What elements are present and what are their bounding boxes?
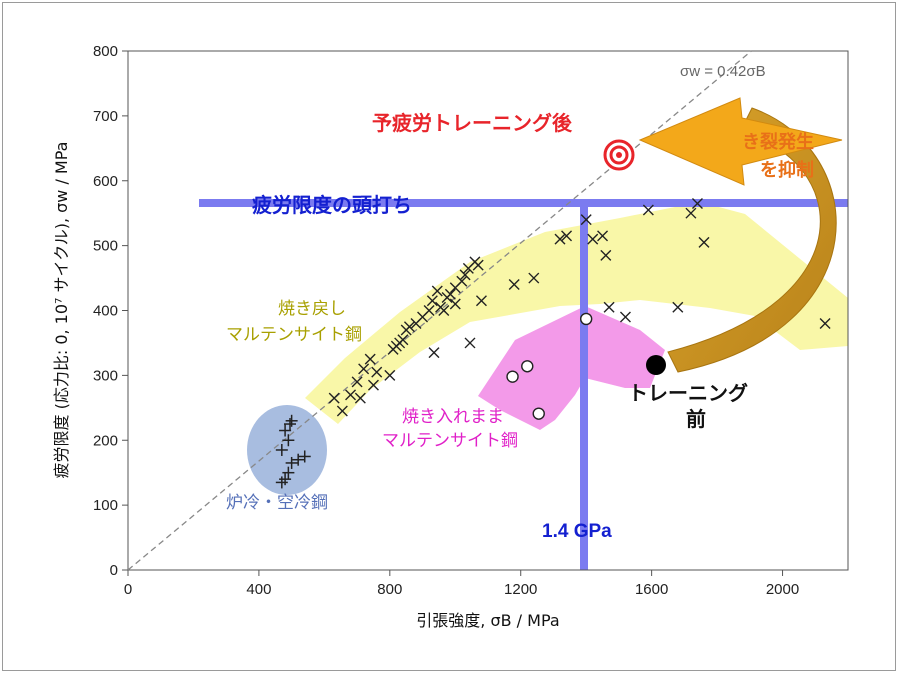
- point-tempered-martensite: [438, 305, 450, 316]
- point-tempered-martensite: [685, 207, 697, 219]
- point-tempered-martensite: [459, 269, 471, 281]
- before-training-marker: [646, 355, 666, 375]
- orange-arrowhead: [638, 97, 843, 186]
- point-tempered-martensite: [819, 317, 831, 329]
- before-training-label-line1: トレーニング: [628, 381, 748, 405]
- point-as-quenched-martensite: [532, 407, 545, 420]
- crack-label-line2: を抑制: [760, 160, 814, 181]
- y-tick-label: 0: [110, 562, 118, 579]
- point-cooled-steel: [298, 450, 311, 463]
- point-tempered-martensite: [428, 347, 440, 359]
- x-tick-label: 800: [377, 581, 402, 598]
- tempered-label-line2: マルテンサイト鋼: [226, 325, 362, 345]
- point-cooled-steel: [282, 434, 295, 447]
- y-tick-label: 400: [93, 303, 118, 320]
- point-tempered-martensite: [444, 288, 456, 300]
- fatigue-plateau-line: [199, 199, 848, 207]
- point-cooled-steel: [279, 473, 292, 486]
- point-tempered-martensite: [554, 233, 566, 245]
- point-tempered-martensite: [426, 295, 438, 307]
- y-tick-label: 700: [93, 108, 118, 125]
- point-tempered-martensite: [587, 233, 599, 245]
- gpa-line: [580, 207, 588, 570]
- after-training-label: 予疲労トレーニング後: [372, 111, 573, 135]
- point-tempered-martensite: [508, 279, 520, 291]
- point-tempered-martensite: [600, 249, 612, 261]
- crack-label-line1: き裂発生: [742, 131, 814, 153]
- point-tempered-martensite: [403, 321, 415, 333]
- point-cooled-steel: [284, 418, 296, 431]
- data-points: [275, 197, 831, 489]
- x-tick-label: 1600: [635, 581, 668, 598]
- point-as-quenched-martensite: [579, 312, 593, 326]
- point-tempered-martensite: [642, 204, 654, 216]
- y-tick-label: 800: [93, 43, 118, 60]
- point-tempered-martensite: [384, 369, 396, 381]
- point-tempered-martensite: [475, 295, 487, 307]
- point-tempered-martensite: [423, 305, 435, 316]
- point-tempered-martensite: [672, 301, 684, 313]
- point-tempered-martensite: [345, 389, 357, 401]
- reference-line-label: σw = 0.42σB: [680, 63, 766, 80]
- point-tempered-martensite: [328, 392, 340, 404]
- x-tick-label: 400: [246, 581, 271, 598]
- point-tempered-martensite: [364, 353, 376, 365]
- before-training-label-line2: 前: [686, 407, 706, 431]
- cooled-label: 炉冷・空冷鋼: [226, 493, 328, 513]
- quenched-label-line1: 焼き入れまま: [402, 407, 504, 427]
- point-tempered-martensite: [354, 392, 366, 404]
- point-tempered-martensite: [449, 298, 461, 310]
- point-cooled-steel: [285, 414, 298, 427]
- point-tempered-martensite: [561, 230, 573, 242]
- x-axis-label: 引張強度, σB / MPa: [416, 611, 559, 630]
- y-tick-label: 200: [93, 432, 118, 449]
- point-tempered-martensite: [472, 259, 484, 271]
- x-axis: 0 400 800 1200 1600 2000: [124, 570, 799, 598]
- x-tick-label: 2000: [766, 581, 799, 598]
- point-tempered-martensite: [698, 236, 710, 248]
- y-tick-label: 100: [93, 497, 118, 514]
- point-cooled-steel: [292, 453, 305, 466]
- point-cooled-steel: [279, 424, 292, 437]
- point-tempered-martensite: [336, 405, 348, 417]
- point-tempered-martensite: [358, 363, 370, 375]
- point-tempered-martensite: [580, 214, 592, 226]
- curved-arrow-body: [667, 107, 837, 373]
- fatigue-plateau-label: 疲労限度の頭打ち: [252, 193, 412, 217]
- y-tick-label: 500: [93, 238, 118, 255]
- y-axis-label: 疲労限度 (応力比: 0, 10⁷ サイクル), σw / MPa: [52, 142, 71, 479]
- point-tempered-martensite: [371, 366, 383, 378]
- point-tempered-martensite: [619, 311, 631, 323]
- quenched-label-line2: マルテンサイト鋼: [382, 431, 518, 451]
- tempered-label-line1: 焼き戻し: [278, 299, 346, 319]
- y-tick-label: 300: [93, 367, 118, 384]
- point-tempered-martensite: [456, 275, 468, 287]
- point-as-quenched-martensite: [506, 370, 519, 383]
- as-quenched-martensite-region: [478, 306, 665, 430]
- point-tempered-martensite: [691, 197, 703, 209]
- point-cooled-steel: [282, 466, 295, 479]
- point-tempered-martensite: [464, 337, 476, 349]
- point-tempered-martensite: [431, 285, 443, 297]
- point-tempered-martensite: [603, 301, 615, 313]
- x-tick-label: 0: [124, 581, 132, 598]
- point-cooled-steel: [275, 443, 288, 456]
- point-tempered-martensite: [351, 376, 363, 388]
- y-axis: 0 100 200 300 400 500 600 700 800: [93, 43, 128, 579]
- point-tempered-martensite: [528, 272, 540, 284]
- gpa-label: 1.4 GPa: [542, 521, 612, 542]
- point-cooled-steel: [285, 456, 298, 469]
- x-tick-label: 1200: [504, 581, 537, 598]
- y-tick-label: 600: [93, 173, 118, 190]
- after-training-marker: [603, 139, 635, 171]
- point-tempered-martensite: [597, 230, 609, 242]
- point-tempered-martensite: [397, 334, 409, 346]
- tempered-martensite-region: [305, 202, 848, 424]
- point-tempered-martensite: [367, 379, 379, 391]
- point-as-quenched-martensite: [521, 360, 534, 373]
